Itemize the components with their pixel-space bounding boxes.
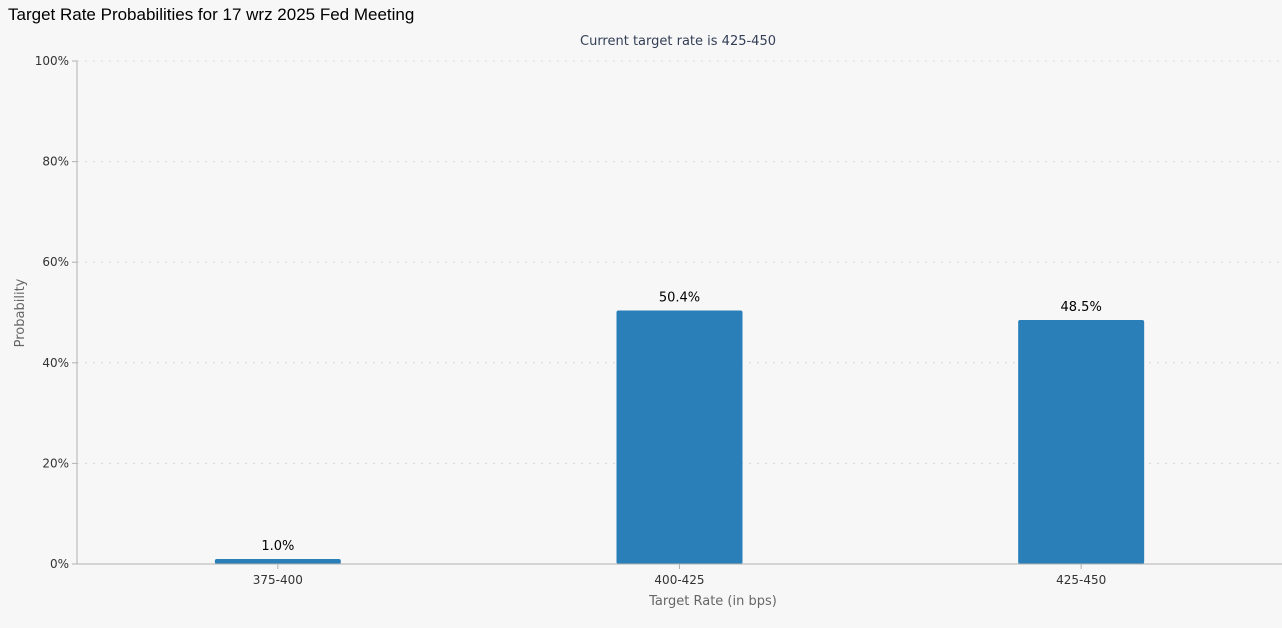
x-tick-label: 400-425 (654, 573, 704, 587)
bar-400-425[interactable] (616, 310, 743, 564)
grid-layer (77, 60, 1282, 464)
x-tick-label: 375-400 (253, 573, 303, 587)
y-tick-label: 60% (42, 255, 69, 269)
data-labels: 1.0% 50.4% 48.5% (261, 290, 1102, 553)
y-tick-label: 0% (50, 557, 69, 571)
bar-425-450[interactable] (1018, 320, 1145, 564)
data-label-375-400: 1.0% (261, 539, 294, 554)
bars (214, 310, 1145, 564)
x-axis-title: Target Rate (in bps) (648, 594, 777, 609)
x-axis-ticks: 375-400 400-425 425-450 (253, 564, 1106, 587)
x-tick-label: 425-450 (1056, 573, 1106, 587)
y-axis-ticks: 0% 20% 40% 60% 80% 100% (35, 54, 77, 571)
y-tick-label: 40% (42, 356, 69, 370)
page-title: Target Rate Probabilities for 17 wrz 202… (8, 5, 415, 24)
y-tick-label: 20% (42, 456, 69, 470)
chart-subtitle: Current target rate is 425-450 (580, 34, 776, 49)
data-label-400-425: 50.4% (659, 290, 700, 305)
data-label-425-450: 48.5% (1061, 300, 1102, 315)
y-axis-title: Probability (13, 278, 28, 347)
y-tick-label: 100% (35, 54, 69, 68)
bar-375-400[interactable] (214, 558, 341, 564)
y-tick-label: 80% (42, 155, 69, 169)
